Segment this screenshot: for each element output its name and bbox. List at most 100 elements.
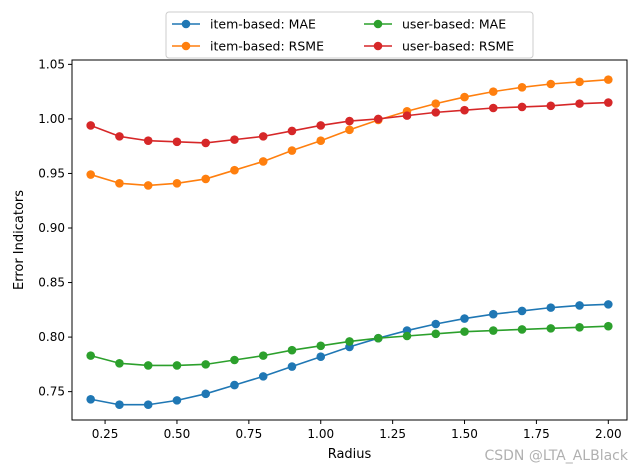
series-layer — [86, 75, 613, 410]
x-tick-label: 0.25 — [92, 427, 119, 441]
data-point — [373, 333, 383, 343]
data-point — [604, 75, 613, 84]
data-point — [546, 101, 556, 111]
data-point — [460, 314, 469, 323]
legend-marker — [373, 19, 383, 29]
legend-label: user-based: MAE — [402, 17, 506, 32]
x-axis-ticks: 0.25 0.50 0.75 1.00 1.25 1.50 1.75 2.00 — [92, 420, 622, 441]
data-point — [431, 99, 441, 108]
data-point — [575, 322, 584, 332]
data-point — [172, 178, 182, 188]
data-point — [546, 303, 556, 312]
legend-label: item-based: MAE — [210, 17, 316, 32]
data-point — [488, 87, 498, 96]
data-point — [345, 337, 354, 346]
data-point — [431, 108, 441, 117]
data-point — [431, 329, 441, 339]
series-line — [90, 303, 609, 406]
y-axis-label: Error Indicators — [12, 190, 27, 290]
data-point — [143, 181, 153, 190]
y-tick-label: 0.85 — [38, 276, 65, 290]
x-tick-label: 1.00 — [307, 427, 334, 441]
legend-marker — [181, 19, 191, 29]
data-point — [316, 341, 326, 351]
data-point — [201, 174, 211, 184]
data-point — [316, 352, 326, 362]
data-point — [86, 394, 95, 404]
series-user-based-mae — [86, 321, 613, 370]
data-point — [316, 136, 326, 146]
data-point — [546, 324, 556, 333]
legend-entry: user-based: MAE — [364, 17, 506, 32]
y-axis-ticks: 0.75 0.80 0.85 0.90 0.95 1.00 1.05 — [38, 57, 72, 399]
data-point — [230, 355, 239, 365]
legend-entry: user-based: RSME — [364, 39, 514, 54]
data-point — [488, 326, 498, 335]
series-item-based-rsme — [86, 75, 613, 190]
data-point — [172, 361, 182, 370]
data-point — [517, 102, 527, 112]
y-tick-label: 1.05 — [38, 57, 65, 71]
data-point — [287, 126, 297, 136]
data-point — [517, 82, 527, 92]
x-tick-label: 1.50 — [451, 427, 478, 441]
data-point — [345, 125, 354, 135]
data-point — [201, 360, 211, 369]
data-point — [115, 132, 124, 141]
watermark-text: CSDN @LTA_ALBlack — [484, 448, 628, 464]
data-point — [86, 351, 95, 360]
y-tick-label: 0.75 — [38, 385, 65, 399]
data-point — [201, 389, 211, 399]
x-tick-label: 0.50 — [164, 427, 191, 441]
legend-entry: item-based: MAE — [172, 17, 316, 32]
data-point — [115, 358, 124, 368]
legend-frame — [165, 11, 534, 59]
data-point — [575, 99, 584, 108]
data-point — [460, 105, 469, 115]
data-point — [604, 98, 613, 107]
data-point — [143, 136, 153, 146]
data-point — [488, 309, 498, 319]
data-point — [575, 301, 584, 310]
data-point — [258, 351, 268, 360]
data-point — [316, 121, 326, 130]
x-tick-label: 2.00 — [595, 427, 622, 441]
plot-frame — [71, 59, 628, 421]
data-point — [460, 327, 469, 336]
data-point — [287, 146, 297, 155]
y-tick-label: 0.95 — [38, 166, 65, 180]
data-point — [575, 77, 584, 87]
legend-entries: item-based: MAE item-based: RSME user-base… — [172, 17, 514, 54]
data-point — [258, 132, 268, 141]
data-point — [86, 121, 95, 130]
data-point — [488, 103, 498, 113]
data-point — [115, 178, 124, 188]
y-tick-label: 0.80 — [38, 330, 65, 344]
data-point — [546, 79, 556, 89]
data-point — [143, 361, 153, 370]
legend-marker — [373, 41, 383, 51]
data-point — [402, 111, 412, 120]
data-point — [230, 380, 239, 390]
data-point — [172, 396, 182, 405]
data-point — [604, 300, 613, 309]
data-point — [258, 157, 268, 166]
data-point — [172, 137, 182, 147]
data-point — [287, 362, 297, 371]
data-point — [604, 321, 613, 331]
data-point — [201, 138, 211, 148]
legend-label: item-based: RSME — [210, 39, 324, 54]
plot-area: 0.25 0.50 0.75 1.00 1.25 1.50 1.75 2.00 0.75 0.8… — [38, 57, 628, 441]
series-user-based-rsme — [86, 98, 613, 148]
data-point — [517, 325, 527, 334]
x-tick-label: 0.75 — [235, 427, 262, 441]
series-item-based-mae — [86, 300, 613, 410]
data-point — [143, 400, 153, 410]
data-point — [402, 331, 412, 341]
x-axis-label: Radius — [328, 447, 372, 462]
data-point — [431, 319, 441, 329]
legend-marker — [181, 41, 191, 51]
legend: item-based: MAE item-based: RSME user-base… — [165, 11, 534, 59]
y-tick-label: 1.00 — [38, 112, 65, 126]
